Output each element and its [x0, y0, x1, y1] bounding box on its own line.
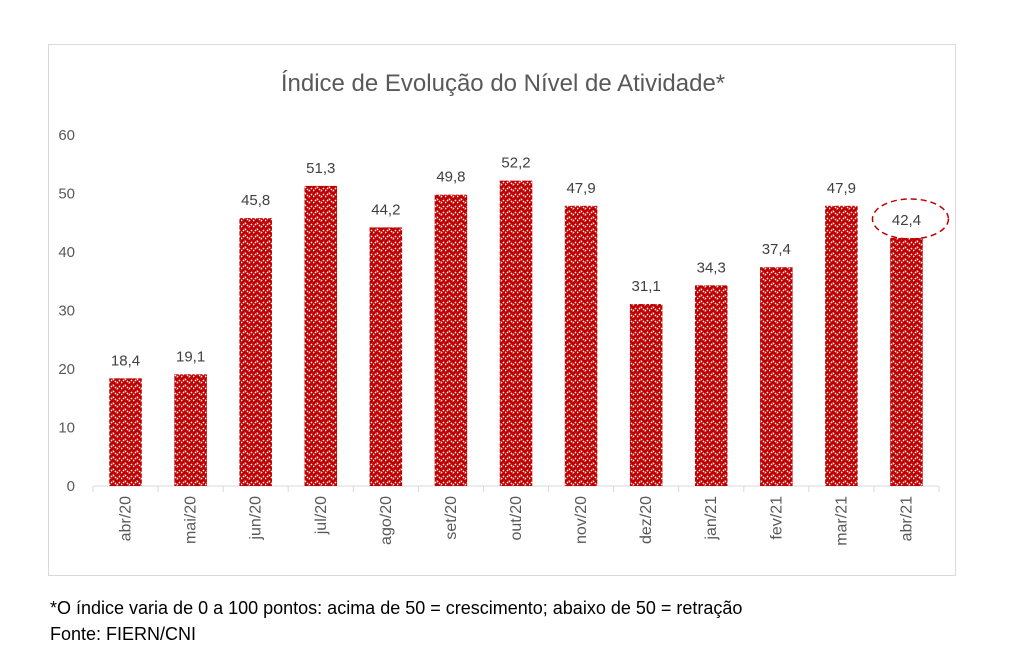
data-label: 51,3 [306, 160, 335, 177]
data-label: 47,9 [827, 180, 856, 197]
y-tick-label: 60 [58, 127, 75, 144]
data-label: 34,3 [697, 259, 726, 276]
chart-title: Índice de Evolução do Nível de Atividade… [281, 70, 725, 97]
highlight-ellipse [871, 198, 950, 240]
x-tick-label: set/20 [443, 496, 460, 540]
data-label: 31,1 [632, 278, 661, 295]
y-tick-label: 50 [58, 186, 75, 203]
bar-nov-20 [564, 205, 598, 486]
bar-abr-20 [109, 378, 142, 486]
x-tick-label: mai/20 [183, 496, 200, 544]
data-label: 52,2 [501, 155, 530, 172]
bar-set-20 [434, 194, 468, 487]
bar-mar-21 [825, 205, 858, 486]
x-tick-label: nov/20 [573, 496, 590, 544]
x-tick-label: mar/21 [833, 496, 850, 546]
data-label: 47,9 [566, 180, 595, 197]
bar-fev-21 [760, 267, 793, 486]
bars [109, 180, 923, 487]
chart-area: Índice de Evolução do Nível de Atividade… [48, 44, 956, 576]
bar-ago-20 [369, 227, 403, 486]
bar-jul-20 [304, 185, 338, 486]
data-label: 19,1 [176, 348, 205, 365]
x-tick-label: jun/20 [248, 496, 265, 541]
bar-jun-20 [239, 218, 272, 486]
bar-dez-20 [629, 304, 663, 486]
bar-jan-21 [694, 285, 728, 486]
data-label: 18,4 [111, 352, 140, 369]
y-tick-label: 10 [58, 420, 75, 437]
x-axis: abr/20 mai/20 jun/20 jul/20 ago/20 set/20 out/… [92, 486, 940, 546]
x-tick-label: out/20 [508, 496, 525, 541]
chart-source: Fonte: FIERN/CNI [50, 624, 197, 644]
x-tick-label: fev/21 [768, 496, 785, 540]
chart-footnote: *O índice varia de 0 a 100 pontos: acima… [50, 598, 743, 618]
bar-chart: Índice de Evolução do Nível de Atividade… [58, 70, 950, 546]
data-labels: 18,4 19,1 45,8 51,3 44,2 49,8 52,2 47,9 31,1 34,3… [111, 155, 950, 369]
y-tick-label: 0 [67, 478, 75, 495]
x-tick-label: jan/21 [703, 496, 720, 541]
data-label: 44,2 [371, 201, 400, 218]
data-label: 37,4 [762, 241, 791, 258]
data-label: 42,4 [892, 212, 921, 229]
y-tick-label: 40 [58, 244, 75, 261]
x-tick-label: dez/20 [638, 496, 655, 544]
data-label: 49,8 [436, 169, 465, 186]
bar-mai-20 [174, 374, 207, 486]
bar-out-20 [499, 180, 533, 486]
y-tick-label: 20 [58, 361, 75, 378]
data-label: 45,8 [241, 192, 270, 209]
x-tick-label: jul/20 [313, 496, 330, 535]
x-tick-label: abr/21 [898, 496, 915, 541]
bar-abr-21 [890, 237, 923, 486]
x-tick-label: abr/20 [118, 496, 135, 541]
x-tick-label: ago/20 [378, 496, 395, 545]
y-tick-label: 30 [58, 303, 75, 320]
